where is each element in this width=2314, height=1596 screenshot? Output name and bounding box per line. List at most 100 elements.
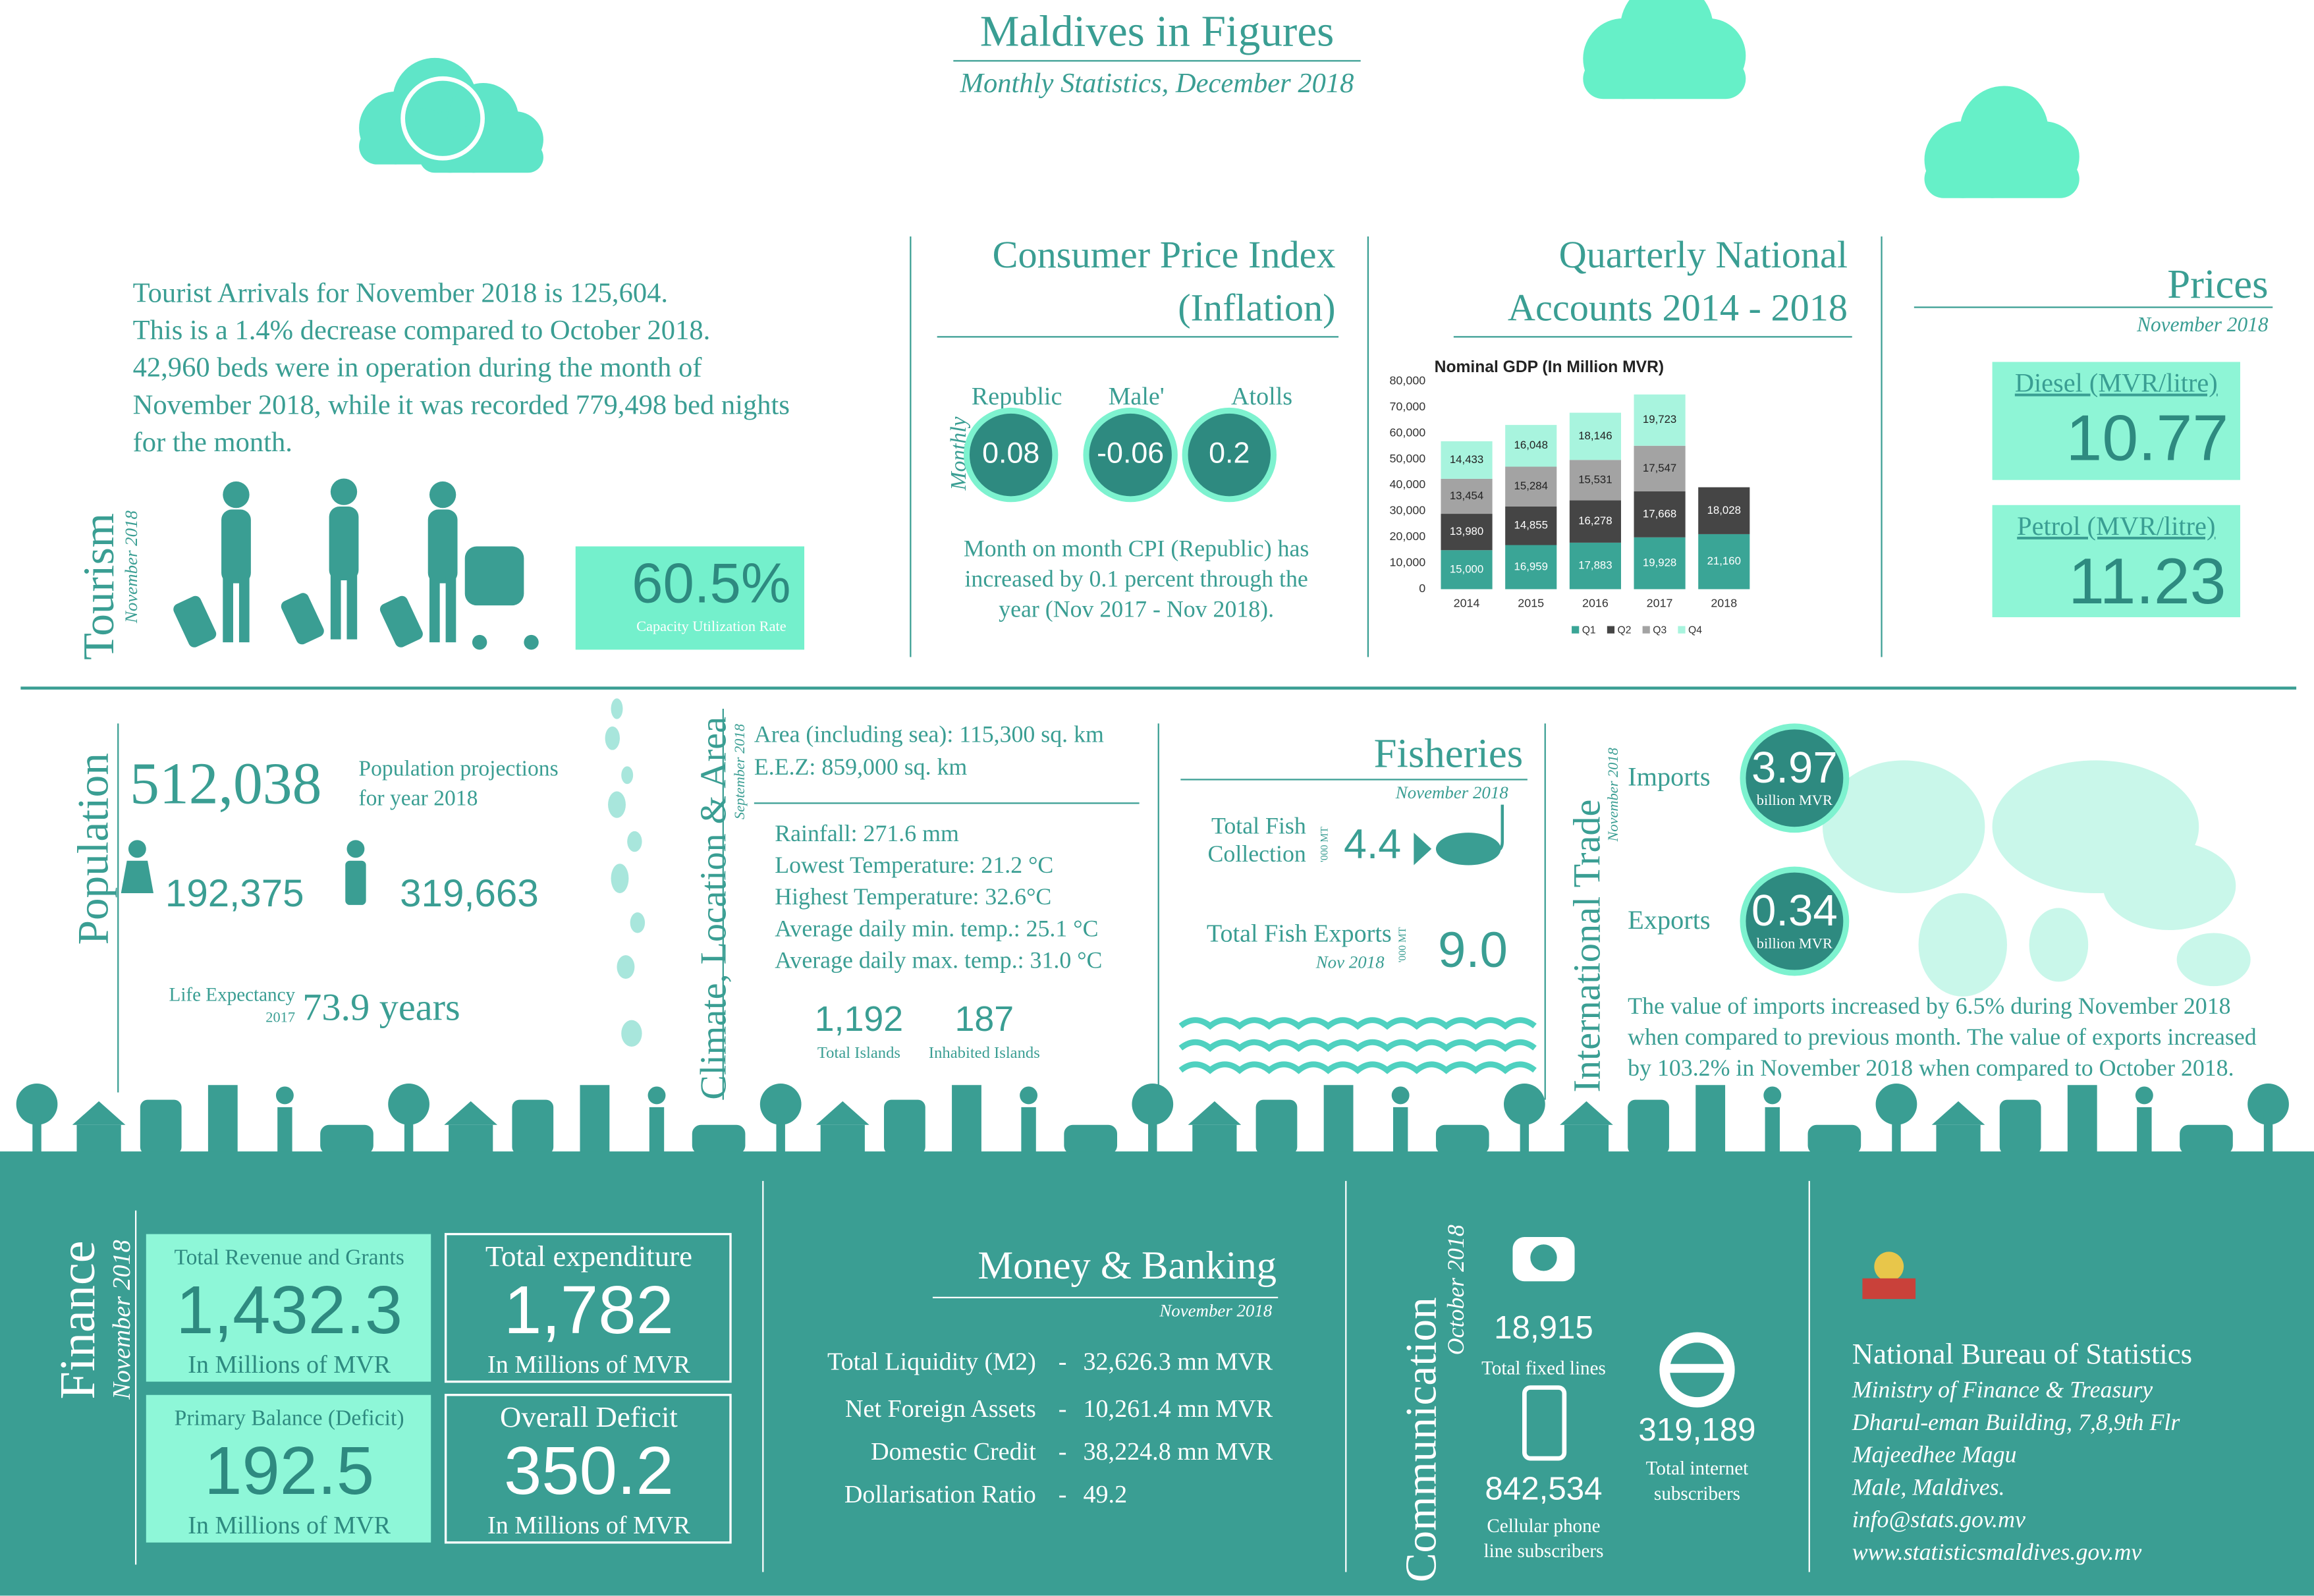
org-line: Majeedhee Magu	[1852, 1441, 2017, 1468]
region-name: Atolls	[1231, 383, 1292, 410]
phone-icon	[1530, 1244, 1557, 1271]
island-icon	[605, 726, 620, 750]
skyline-icon	[2067, 1085, 2097, 1155]
island-icon	[621, 766, 634, 784]
trade-note: The value of imports increased by 6.5% d…	[1628, 993, 2230, 1019]
data-label: 17,547	[1643, 462, 1676, 474]
data-label: 16,959	[1514, 560, 1548, 572]
separator: -	[1059, 1438, 1067, 1466]
comm-label: line subscribers	[1484, 1541, 1604, 1562]
skyline-icon	[2247, 1084, 2289, 1125]
map-icon	[1822, 760, 1985, 894]
finance-unit: In Millions of MVR	[188, 1351, 391, 1379]
skyline-icon	[580, 1085, 610, 1155]
legend-swatch	[1572, 626, 1580, 634]
section-title: Quarterly National	[1559, 233, 1848, 276]
finance-label: Overall Deficit	[500, 1400, 678, 1433]
skyline-icon	[1132, 1084, 1174, 1125]
separator: -	[1059, 1348, 1067, 1375]
finance-label: Primary Balance (Deficit)	[175, 1406, 404, 1431]
data-label: 21,160	[1707, 555, 1741, 567]
price-box	[1992, 505, 2240, 618]
region-name: Republic	[972, 383, 1062, 410]
weather-text: Average daily max. temp.: 31.0 °C	[775, 947, 1102, 974]
separator: -	[1059, 1481, 1067, 1508]
skyline-icon	[952, 1085, 981, 1155]
data-label: 18,146	[1578, 429, 1612, 442]
section-title: Money & Banking	[978, 1244, 1277, 1288]
tourism-text: for the month.	[133, 427, 292, 458]
skyline-icon	[1255, 1099, 1298, 1155]
icon-part	[429, 576, 440, 643]
skyline-icon	[1323, 1085, 1354, 1155]
icon-part	[524, 634, 539, 650]
cpi-drop	[1182, 407, 1277, 503]
data-label: 19,723	[1643, 413, 1676, 426]
banking-label: Total Liquidity (M2)	[827, 1348, 1036, 1375]
y-tick-label: 10,000	[1389, 556, 1425, 569]
life-year: 2017	[265, 1009, 295, 1026]
bar-segment	[1569, 412, 1621, 460]
bar-segment	[1569, 460, 1621, 501]
y-tick-label: 0	[1419, 582, 1425, 595]
fish-label: Total Fish	[1211, 813, 1306, 839]
cpi-note: year (Nov 2017 - Nov 2018).	[999, 595, 1274, 622]
finance-value: 192.5	[204, 1433, 374, 1508]
skyline-icon	[1392, 1107, 1408, 1155]
icon-part	[223, 481, 250, 509]
bar-segment	[1505, 466, 1557, 507]
female-icon	[128, 840, 146, 858]
skyline-icon	[444, 1101, 498, 1125]
capacity-box	[575, 546, 805, 650]
cloud-part	[419, 142, 543, 173]
section-heading: Tourism	[74, 513, 123, 660]
skyline-icon	[1628, 1099, 1669, 1155]
cloud-outline	[400, 76, 485, 161]
icon-part	[329, 507, 359, 581]
finance-unit: In Millions of MVR	[188, 1512, 391, 1539]
price-value: 11.23	[2068, 545, 2226, 617]
finance-box	[444, 1232, 732, 1383]
banking-label: Net Foreign Assets	[845, 1395, 1036, 1423]
data-label: 17,883	[1578, 559, 1612, 572]
legend-swatch	[1607, 626, 1615, 634]
skyline-icon	[1520, 1114, 1529, 1155]
trade-circle	[1740, 723, 1850, 833]
skyline-icon	[2135, 1086, 2153, 1105]
icon-part	[379, 595, 423, 647]
weather-text: Rainfall: 271.6 mm	[775, 820, 959, 846]
bar-segment	[1634, 394, 1686, 446]
period: November 2018	[1159, 1300, 1272, 1320]
skyline-icon	[1020, 1086, 1038, 1105]
traveller-icon	[379, 481, 458, 647]
life-label: Life Expectancy	[169, 985, 296, 1006]
tourism-text: This is a 1.4% decrease compared to Octo…	[133, 315, 711, 346]
skyline-icon	[388, 1084, 429, 1125]
icon-part	[429, 481, 456, 509]
island-value: 1,192	[815, 999, 904, 1039]
y-tick-label: 80,000	[1389, 373, 1425, 387]
x-tick-label: 2018	[1711, 597, 1737, 610]
x-tick-label: 2015	[1518, 597, 1544, 610]
price-label: Diesel (MVR/litre)	[2015, 368, 2218, 398]
skyline-icon	[649, 1107, 665, 1155]
data-label: 15,284	[1514, 480, 1548, 492]
trade-circle	[1740, 866, 1850, 976]
population-note: Population projections	[358, 757, 558, 781]
data-label: 16,278	[1578, 514, 1612, 527]
page-subtitle: Monthly Statistics, December 2018	[960, 68, 1354, 99]
cpi-drop	[964, 407, 1059, 503]
comm-value: 842,534	[1485, 1470, 1602, 1506]
trade-note: by 103.2% in November 2018 when compared…	[1628, 1055, 2234, 1081]
browser-icon	[1667, 1363, 1727, 1373]
region-name: Male'	[1109, 383, 1165, 410]
skyline-icon	[776, 1114, 785, 1155]
banking-label: Dollarisation Ratio	[844, 1481, 1036, 1508]
island-label: Total Islands	[817, 1044, 900, 1062]
skyline-icon	[1504, 1084, 1545, 1125]
map-icon	[1918, 893, 2007, 997]
finance-value: 1,782	[504, 1272, 674, 1348]
skyline-icon	[404, 1114, 414, 1155]
page-title: Maldives in Figures	[980, 7, 1335, 56]
skyline-icon	[1560, 1101, 1613, 1125]
